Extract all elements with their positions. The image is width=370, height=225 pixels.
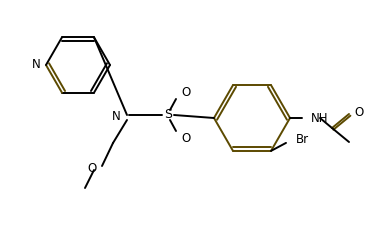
Text: S: S [164,108,172,122]
Text: N: N [32,58,41,72]
Text: O: O [354,106,363,119]
Text: O: O [181,131,190,144]
Text: O: O [88,162,97,175]
Text: O: O [181,86,190,99]
Text: NH: NH [311,112,329,124]
Text: N: N [112,110,121,122]
Text: Br: Br [296,133,309,146]
